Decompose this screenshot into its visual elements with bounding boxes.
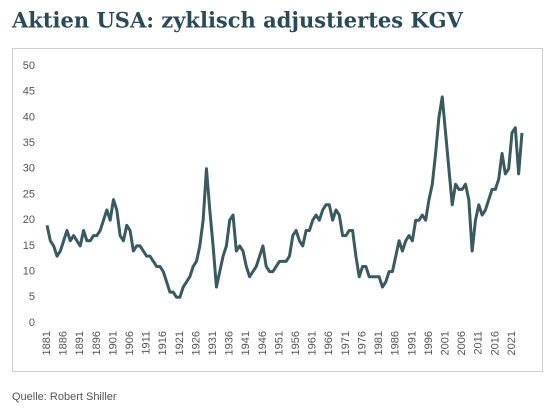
y-tick-label: 30 xyxy=(23,163,35,175)
x-tick-label: 1886 xyxy=(58,331,70,355)
x-tick-label: 1911 xyxy=(141,331,153,355)
chart-title: Aktien USA: zyklisch adjustiertes KGV xyxy=(11,8,464,33)
x-tick-label: 2021 xyxy=(506,331,518,355)
x-tick-label: 1891 xyxy=(74,331,86,355)
x-tick-label: 2006 xyxy=(456,331,468,355)
x-tick-label: 1936 xyxy=(224,331,236,355)
x-tick-label: 1946 xyxy=(257,331,269,355)
y-tick-label: 50 xyxy=(23,60,35,72)
x-tick-label: 2016 xyxy=(489,331,501,355)
y-tick-label: 40 xyxy=(23,111,35,123)
x-tick-label: 1941 xyxy=(240,331,252,355)
x-tick-label: 1921 xyxy=(174,331,186,355)
x-tick-label: 1956 xyxy=(290,331,302,355)
line xyxy=(45,95,524,299)
x-tick-label: 1966 xyxy=(323,331,335,355)
y-tick-label: 5 xyxy=(29,291,35,303)
x-tick-label: 1991 xyxy=(406,331,418,355)
y-tick-label: 45 xyxy=(23,86,35,98)
x-tick-label: 1881 xyxy=(41,331,53,355)
x-tick-label: 1996 xyxy=(423,331,435,355)
x-tick-label: 1951 xyxy=(273,331,285,355)
chart-frame xyxy=(12,48,543,372)
x-tick-label: 1976 xyxy=(356,331,368,355)
y-tick-label: 0 xyxy=(29,317,35,329)
x-tick-label: 2001 xyxy=(439,331,451,355)
x-tick-label: 1931 xyxy=(207,331,219,355)
x-tick-label: 2011 xyxy=(473,331,485,355)
x-tick-label: 1916 xyxy=(157,331,169,355)
x-tick-label: 1986 xyxy=(390,331,402,355)
x-tick-label: 1971 xyxy=(340,331,352,355)
y-tick-label: 35 xyxy=(23,137,35,149)
x-tick-label: 1981 xyxy=(373,331,385,355)
x-tick-label: 1901 xyxy=(107,331,119,355)
source: Quelle: Robert Shiller xyxy=(12,391,117,403)
x-tick-label: 1961 xyxy=(307,331,319,355)
y-tick-label: 15 xyxy=(23,240,35,252)
x-tick-label: 1896 xyxy=(91,331,103,355)
x-tick-label: 1926 xyxy=(190,331,202,355)
y-tick-label: 10 xyxy=(23,266,35,278)
y-tick-label: 25 xyxy=(23,188,35,200)
x-tick-label: 1906 xyxy=(124,331,136,355)
y-tick-label: 20 xyxy=(23,214,35,226)
